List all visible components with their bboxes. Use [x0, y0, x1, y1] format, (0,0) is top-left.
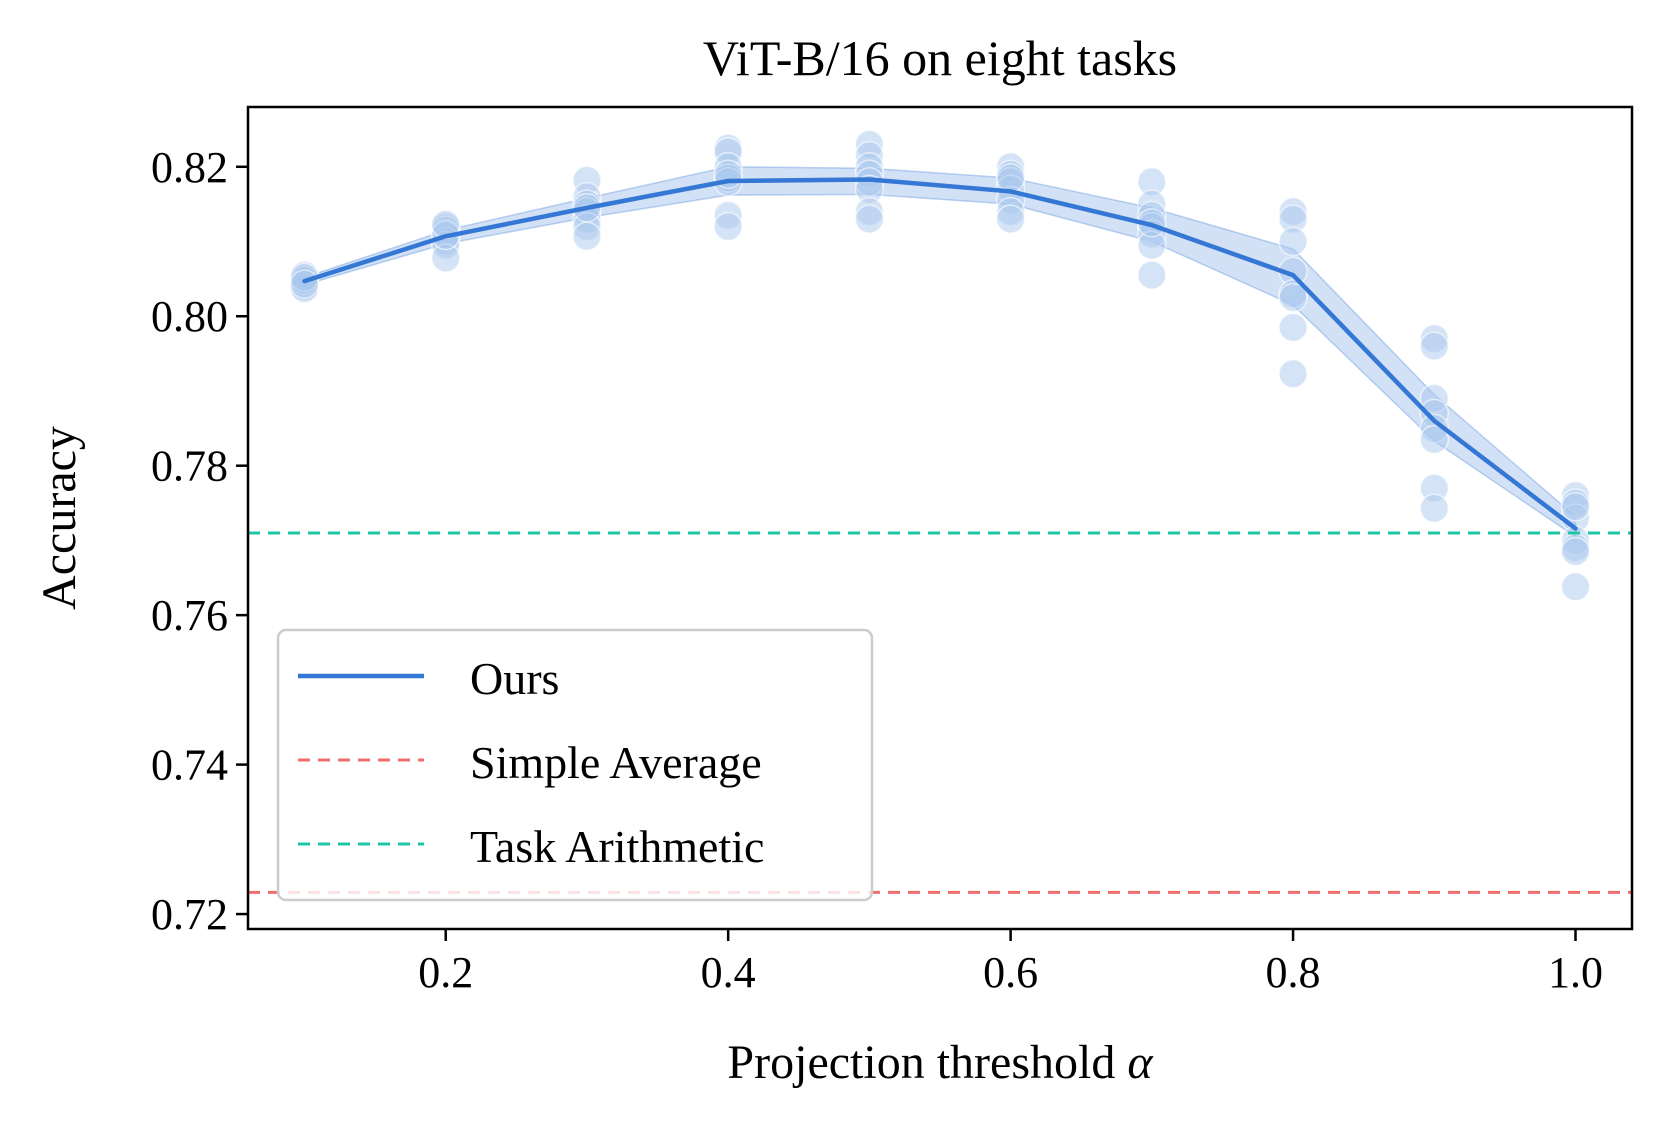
ours-line-layer [302, 177, 1578, 531]
x-tick-label-4: 1.0 [1548, 948, 1603, 997]
y-tick-label-0: 0.72 [151, 890, 228, 939]
confidence-band-layer [303, 166, 1577, 539]
legend-label-ours: Ours [470, 653, 559, 704]
scatter-point-7-6 [1278, 312, 1308, 343]
legend-box [276, 628, 874, 902]
scatter-point-7-7 [1278, 359, 1308, 389]
line-ours [302, 177, 1578, 531]
y-tick-label-3: 0.78 [151, 442, 228, 491]
x-tick-label-0: 0.2 [418, 948, 473, 997]
y-tick-label-2: 0.76 [151, 591, 228, 640]
x-tick-label-3: 0.8 [1266, 948, 1321, 997]
x-axis-ticks: 0.2 0.4 0.6 0.8 1.0 [418, 929, 1603, 997]
scatter-point-8-5 [1419, 424, 1450, 455]
y-axis-label: Accuracy [33, 426, 86, 610]
y-axis-ticks: 0.72 0.74 0.76 0.78 0.80 0.82 [151, 143, 248, 939]
scatter-point-9-6 [1560, 571, 1591, 602]
x-axis-label-text: Projection threshold [727, 1036, 1115, 1089]
plot-frame [246, 105, 1634, 931]
scatter-points-layer [289, 129, 1591, 602]
y-tick-label-4: 0.80 [151, 292, 228, 341]
scatter-point-3-6 [713, 211, 743, 242]
ours-confidence-band [303, 166, 1577, 539]
scatter-point-8-7 [1419, 493, 1450, 524]
chart-title: ViT-B/16 on eight tasks [703, 30, 1177, 86]
x-tick-label-1: 0.4 [701, 948, 756, 997]
scatter-point-5-6 [995, 204, 1026, 234]
scatter-point-7-2 [1278, 226, 1308, 257]
legend-label-task-arithmetic: Task Arithmetic [470, 821, 764, 872]
scatter-point-9-5 [1560, 536, 1591, 567]
scatter-point-0-7 [289, 269, 320, 299]
scatter-point-9-7 [1560, 492, 1591, 522]
scatter-point-2-6 [572, 221, 602, 252]
x-tick-label-2: 0.6 [983, 948, 1038, 997]
x-axis-label: Projection threshold α [727, 1036, 1153, 1089]
scatter-point-4-7 [854, 204, 885, 234]
scatter-point-5-7 [995, 163, 1026, 193]
legend: Ours Simple Average Task Arithmetic [276, 628, 874, 902]
y-tick-label-1: 0.74 [151, 741, 228, 790]
x-axis-label-symbol: α [1127, 1036, 1153, 1089]
legend-label-simple-average: Simple Average [470, 737, 762, 788]
scatter-point-7-5 [1278, 282, 1308, 313]
scatter-point-8-1 [1419, 331, 1450, 361]
scatter-point-6-6 [1137, 260, 1167, 290]
y-tick-label-5: 0.82 [151, 143, 228, 192]
